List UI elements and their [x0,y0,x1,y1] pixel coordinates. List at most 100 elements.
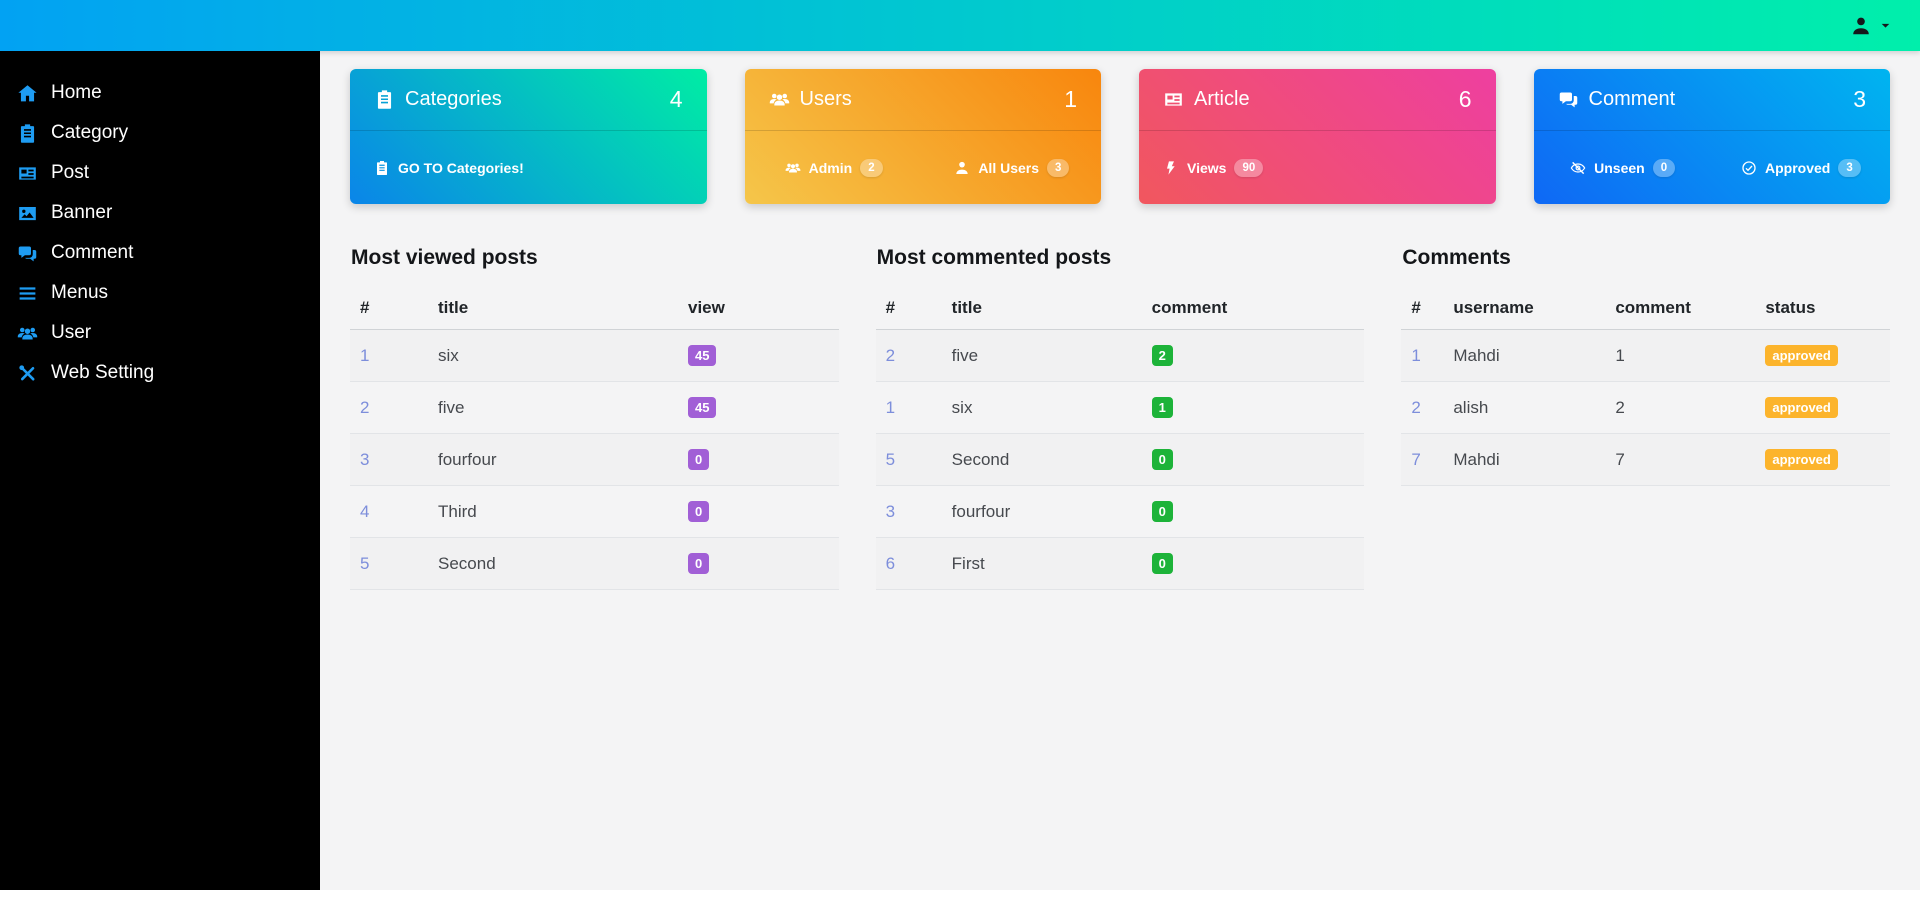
user-menu[interactable] [1850,15,1892,37]
sidebar: Home Category Post Banner Comment Menus User We… [0,51,320,890]
card-footer-link[interactable]: Approved 3 [1741,158,1861,177]
sidebar-item-banner[interactable]: Banner [0,193,320,233]
web-setting-icon [14,363,40,384]
table-header-cell: view [688,297,725,317]
table-cell: First [951,553,985,573]
row-number-link[interactable]: 5 [360,553,370,573]
row-number-link[interactable]: 3 [885,501,896,521]
value-badge: approved [1765,449,1838,470]
value-badge: 45 [688,345,717,366]
row-number-link[interactable]: 4 [360,501,370,521]
table-header-cell: # [885,297,896,317]
stat-card-users: Users 1 Admin 2 All Users 3 [744,69,1101,204]
home-icon [14,83,40,104]
table-header-cell: # [360,297,370,317]
value-badge: 2 [1151,345,1173,366]
row-number-link[interactable]: 2 [360,397,370,417]
stat-card-title-text: Users [799,88,852,110]
row-number-link[interactable]: 7 [1411,449,1421,469]
user-group-icon [14,323,40,344]
comments-icon [1558,89,1579,110]
badge-cell: 0 [1142,449,1365,470]
table-cell: 2 [1615,397,1625,417]
row-number-link[interactable]: 1 [360,345,370,365]
table-header-cell: title [951,297,982,317]
sidebar-item-menus[interactable]: Menus [0,273,320,313]
users-icon [769,89,790,110]
table-header-cell: status [1765,297,1816,317]
value-badge: 0 [1151,553,1173,574]
check-circle-icon [1741,160,1757,176]
user-icon [1850,15,1872,37]
table-row: 5 Second 0 [350,538,839,590]
card-footer-link-label: Approved [1765,159,1831,176]
card-footer-link-label: Admin [808,159,853,176]
stat-card-title: Comment [1558,88,1675,111]
sidebar-item-label: Menus [51,282,109,303]
table-row: 1 six 1 [875,382,1365,434]
row-number-link[interactable]: 1 [885,397,896,417]
card-footer-link[interactable]: Admin 2 [785,158,883,177]
sidebar-item-label: Post [51,162,90,183]
value-badge: 0 [1151,501,1173,522]
badge-cell: 0 [678,553,839,574]
table-body: 1 six 45 2 five 45 3 fourfour 0 4 Third 0 5 Second 0 [350,330,839,590]
row-number-link[interactable]: 5 [885,449,896,469]
card-footer-link[interactable]: GO TO Categories! [374,160,524,176]
table-header-row: # username comment status [1401,286,1891,330]
table-row: 1 Mahdi 1 approved [1401,330,1891,382]
table-title: Most viewed posts [351,246,538,269]
value-badge: 0 [688,501,710,522]
main-content: Categories 4 GO TO Categories! Users 1 Admin 2… [320,51,1920,890]
sidebar-item-label: User [51,322,92,343]
sidebar-item-comment[interactable]: Comment [0,233,320,273]
sidebar-item-category[interactable]: Category [0,113,320,153]
table-header-row: # title comment [875,286,1365,330]
card-footer-link-label: Views [1187,159,1227,176]
badge-cell: 0 [1142,553,1365,574]
value-badge: 0 [688,449,710,470]
categories-icon [374,160,390,176]
table-title: Most commented posts [876,246,1112,269]
badge-cell: 0 [1142,501,1365,522]
badge-cell: approved [1755,397,1890,418]
table-comments: Comments # username comment status 1 Mahdi 1 app… [1401,246,1891,486]
post-icon [14,163,40,184]
table-row: 2 alish 2 approved [1401,382,1891,434]
table-cell: alish [1453,397,1489,417]
sidebar-item-post[interactable]: Post [0,153,320,193]
row-number-link[interactable]: 2 [885,345,896,365]
value-badge: approved [1765,397,1838,418]
stat-card-title: Article [1163,88,1250,111]
sidebar-item-user[interactable]: User [0,313,320,353]
table-cell: five [438,397,465,417]
card-footer-link[interactable]: All Users 3 [954,158,1070,177]
table-row: 2 five 45 [350,382,839,434]
sidebar-item-home[interactable]: Home [0,73,320,113]
category-icon [14,123,40,144]
table-row: 3 fourfour 0 [875,486,1365,538]
table-row: 1 six 45 [350,330,839,382]
table-cell: 7 [1615,449,1625,469]
stat-card-header: Comment 3 [1533,69,1890,131]
row-number-link[interactable]: 2 [1411,397,1421,417]
table-cell: Second [951,449,1010,469]
article-icon [1163,89,1184,110]
stat-card-count: 1 [1064,86,1077,112]
badge-cell: 1 [1142,397,1365,418]
table-header-cell: # [1411,297,1421,317]
stat-card-title-text: Article [1194,88,1250,110]
stat-card-footer: Views 90 [1139,131,1496,204]
row-number-link[interactable]: 1 [1411,345,1421,365]
sidebar-item-label: Web Setting [51,362,155,383]
table-body: 1 Mahdi 1 approved 2 alish 2 approved 7 Mahdi 7 app… [1401,330,1891,486]
table-header-row: # title view [350,286,839,330]
card-footer-link[interactable]: Unseen 0 [1570,158,1676,177]
badge-cell: 0 [678,501,839,522]
stat-card-header: Article 6 [1139,69,1496,131]
stat-card-footer: Unseen 0 Approved 3 [1534,131,1891,204]
row-number-link[interactable]: 6 [885,553,896,573]
card-footer-link[interactable]: Views 90 [1163,158,1264,177]
row-number-link[interactable]: 3 [360,449,370,469]
sidebar-item-web-setting[interactable]: Web Setting [0,353,320,393]
